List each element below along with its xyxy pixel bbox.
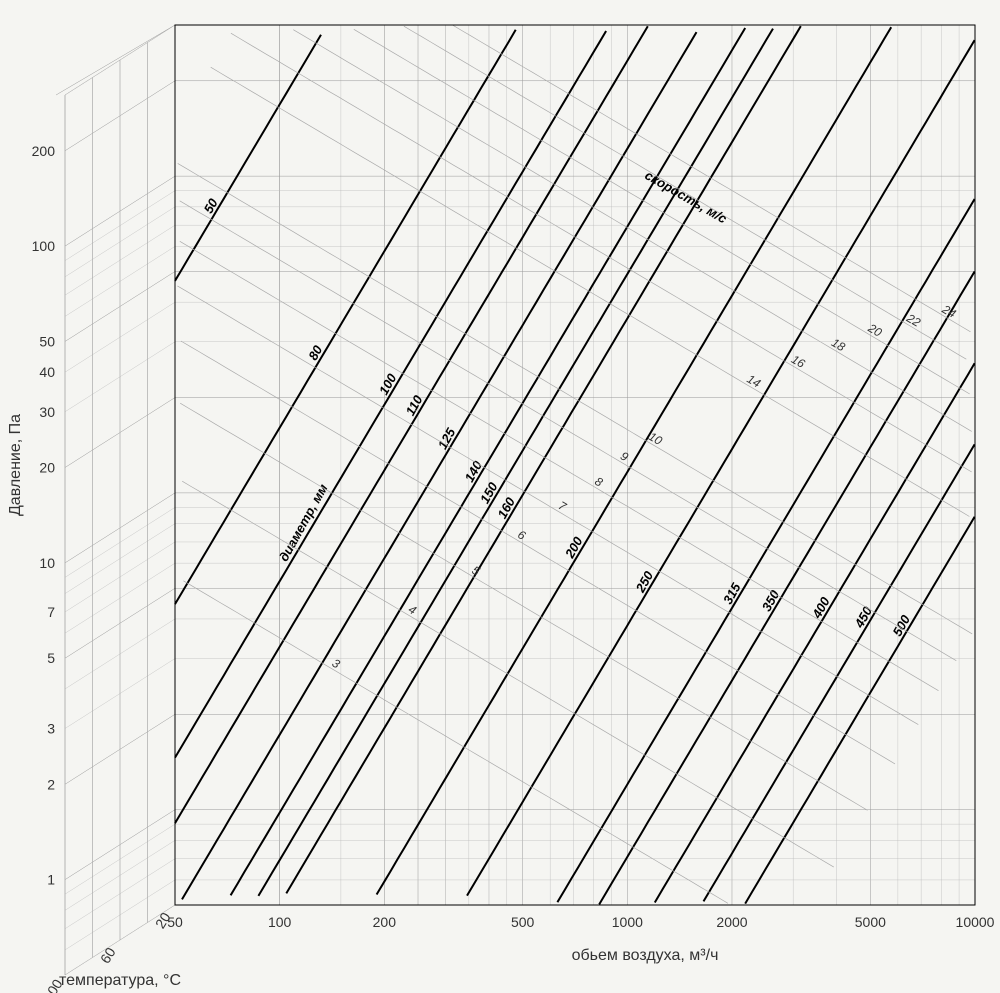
diameter-line-80: [175, 30, 516, 604]
velocity-line-3: [183, 581, 728, 904]
diameter-label: 400: [809, 594, 833, 622]
y-tick-label: 20: [39, 460, 55, 476]
y-tick-label: 7: [47, 604, 55, 620]
x-tick-label: 5000: [855, 914, 886, 930]
diameter-label: 100: [376, 370, 400, 397]
diameter-label: 50: [201, 195, 222, 216]
diameter-line-500: [745, 517, 974, 904]
x-tick-label: 200: [373, 914, 397, 930]
diameter-label: 150: [477, 479, 501, 506]
diameter-line-150: [258, 29, 773, 896]
velocity-line-18: [293, 30, 971, 432]
diameter-line-400: [655, 363, 975, 902]
velocity-label: 7: [556, 498, 570, 514]
y-tick-label: 5: [47, 650, 55, 666]
diameter-label: 80: [305, 342, 326, 363]
y-tick-label: 2: [47, 776, 55, 792]
y-tick-label: 50: [39, 333, 55, 349]
velocity-label: 10: [646, 429, 665, 448]
diameter-label: 500: [889, 612, 913, 639]
velocity-line-14: [211, 67, 970, 516]
nomogram-chart: 2060100508010011012514015016020025031535…: [0, 0, 1000, 993]
diameter-line-125: [182, 32, 697, 899]
diameter-line-450: [704, 444, 975, 901]
y-tick-label: 3: [47, 721, 55, 737]
velocity-label: 8: [592, 474, 605, 490]
y-tick-label: 40: [39, 364, 55, 380]
velocity-label: 6: [515, 527, 528, 543]
velocity-line-7: [177, 286, 918, 725]
diameter-line-50: [175, 35, 321, 281]
x-tick-label: 500: [511, 914, 535, 930]
velocity-label: 9: [618, 449, 631, 465]
diameter-label: 250: [632, 568, 656, 596]
diameter-label: 200: [561, 534, 585, 562]
velocity-label: 4: [406, 602, 419, 618]
diameter-label: 450: [851, 603, 875, 631]
diameter-label: 125: [435, 425, 459, 452]
diameter-line-160: [286, 26, 801, 893]
diameter-label: 160: [494, 494, 518, 521]
temp-axis-label: температура, °С: [59, 972, 181, 989]
x-tick-label: 2000: [716, 914, 747, 930]
diameter-line-250: [467, 40, 975, 896]
x-tick-label: 50: [167, 914, 183, 930]
velocity-label: 18: [829, 335, 848, 354]
diameter-series-label: диаметр, мм: [276, 481, 331, 564]
x-tick-label: 10000: [956, 914, 995, 930]
velocity-line-16: [231, 33, 972, 472]
diameter-label: 110: [402, 392, 426, 418]
y-tick-label: 1: [47, 872, 55, 888]
diameter-line-140: [231, 28, 746, 895]
velocity-label: 5: [469, 563, 482, 579]
y-axis-label: Давление, Па: [7, 414, 24, 516]
velocity-line-9: [180, 201, 957, 661]
chart-svg: 2060100508010011012514015016020025031535…: [0, 0, 1000, 993]
velocity-label: 14: [744, 372, 763, 391]
temp-tick-label: 60: [97, 944, 119, 966]
velocity-label: 16: [789, 352, 808, 371]
y-tick-label: 200: [32, 143, 56, 159]
diameter-label: 140: [461, 458, 485, 485]
x-axis-label: обьем воздуха, м³/ч: [572, 947, 719, 964]
velocity-label: 20: [865, 320, 885, 339]
y-tick-label: 10: [39, 555, 55, 571]
diameter-label: 315: [720, 580, 744, 607]
x-tick-label: 100: [268, 914, 292, 930]
y-tick-label: 30: [39, 404, 55, 420]
x-tick-label: 1000: [612, 914, 643, 930]
diameter-line-200: [377, 27, 892, 894]
y-tick-label: 100: [32, 238, 56, 254]
